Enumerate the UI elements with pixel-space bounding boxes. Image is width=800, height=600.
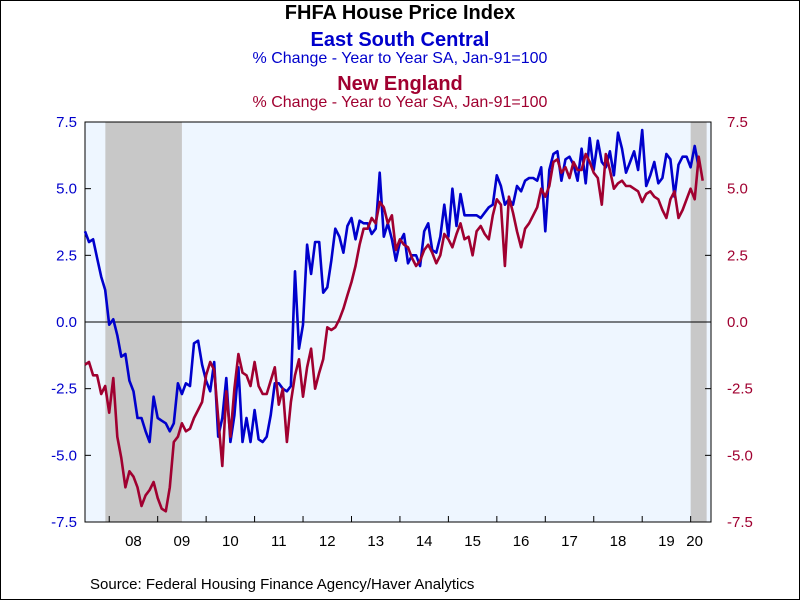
x-tick-label: 13 (367, 533, 384, 550)
y-tick-label-right: 5.0 (727, 181, 748, 198)
y-tick-label-right: -5.0 (727, 447, 753, 464)
y-tick-label-left: -5.0 (51, 447, 77, 464)
y-tick-label-left: 5.0 (56, 181, 77, 198)
x-tick-label: 18 (610, 533, 627, 550)
series-subtitle-new-england: % Change - Year to Year SA, Jan-91=100 (252, 94, 548, 111)
chart-title: FHFA House Price Index (284, 2, 516, 24)
x-tick-label: 15 (464, 533, 481, 550)
source-note: Source: Federal Housing Finance Agency/H… (90, 576, 475, 593)
y-tick-label-left: 2.5 (56, 247, 77, 264)
x-tick-label: 09 (174, 533, 191, 550)
y-tick-label-left: 0.0 (56, 314, 77, 331)
y-tick-label-right: 0.0 (727, 314, 748, 331)
x-tick-label: 20 (686, 533, 703, 550)
x-tick-label: 14 (416, 533, 433, 550)
y-tick-label-left: -2.5 (51, 381, 77, 398)
series-title-new-england: New England (337, 73, 463, 95)
x-tick-label: 11 (271, 533, 287, 550)
y-tick-label-right: 2.5 (727, 247, 748, 264)
series-title-east-south-central: East South Central (310, 29, 490, 51)
x-tick-label: 10 (222, 533, 239, 550)
y-tick-label-left: -7.5 (51, 514, 77, 531)
y-tick-label-right: 7.5 (727, 114, 748, 131)
series-line-new-england (84, 152, 704, 513)
x-tick-label: 17 (561, 533, 578, 550)
x-tick-label: 12 (319, 533, 336, 550)
y-tick-label-left: 7.5 (56, 114, 77, 131)
y-tick-label-right: -2.5 (727, 381, 753, 398)
x-tick-label: 16 (513, 533, 530, 550)
series-subtitle-east-south-central: % Change - Year to Year SA, Jan-91=100 (252, 50, 548, 67)
series-line-east-south-central (83, 128, 700, 444)
x-tick-label: 08 (125, 533, 142, 550)
y-tick-label-right: -7.5 (727, 514, 753, 531)
x-tick-label: 19 (658, 533, 675, 550)
